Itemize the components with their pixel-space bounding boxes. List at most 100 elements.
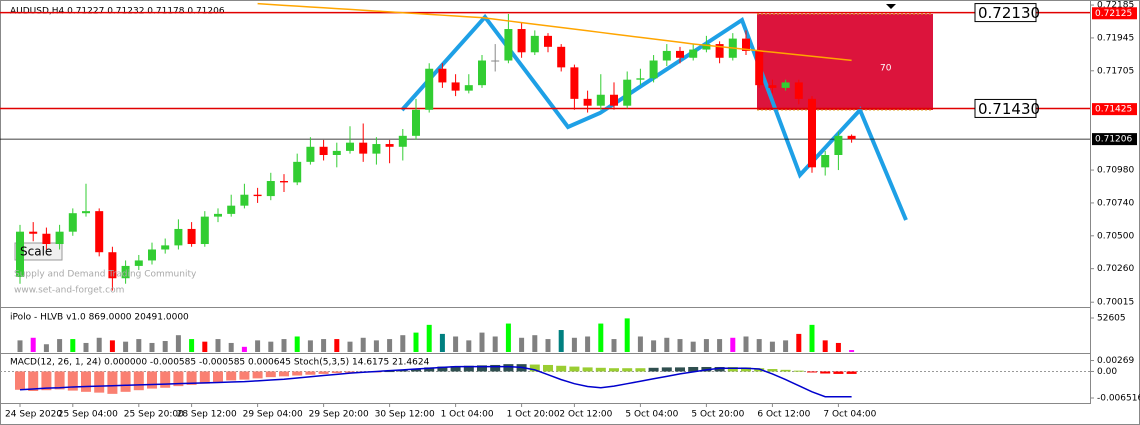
volume-bar xyxy=(70,339,76,352)
volume-bar xyxy=(136,339,142,352)
macd-bar xyxy=(477,365,487,372)
macd-bar xyxy=(331,371,342,374)
volume-bar xyxy=(466,340,472,352)
volume-bar xyxy=(532,335,538,352)
price-tag-label: 0.72125 xyxy=(1095,9,1132,19)
macd-bar xyxy=(239,371,250,380)
candle-body xyxy=(623,79,632,106)
volume-bar xyxy=(519,337,525,352)
macd-bar xyxy=(15,371,25,390)
candle-body xyxy=(451,82,460,91)
volume-bar xyxy=(505,323,511,352)
volume-bar xyxy=(426,324,432,352)
candle-body xyxy=(662,50,671,61)
x-tick-label: 25 Sep 20:00 xyxy=(124,410,184,420)
candle-body xyxy=(478,60,486,86)
macd-bar xyxy=(675,367,685,372)
candle-body xyxy=(398,135,407,147)
y-tick-label: -0.006516 xyxy=(1097,393,1140,403)
volume-bar xyxy=(598,323,604,352)
volume-bar xyxy=(783,340,789,352)
x-tick-label: 28 Sep 12:00 xyxy=(177,410,237,420)
candle-body xyxy=(121,265,130,279)
volume-bar xyxy=(822,340,828,352)
macd-bar xyxy=(160,371,171,388)
y-tick-label: 0.71945 xyxy=(1097,33,1134,43)
candle-body xyxy=(596,94,605,106)
candle-body xyxy=(148,249,156,261)
macd-bar xyxy=(635,368,646,372)
supply-zone xyxy=(757,14,933,110)
macd-bar xyxy=(727,366,738,372)
annotation: 70 xyxy=(880,64,892,74)
volume-bar xyxy=(175,335,181,352)
annotation: Supply and Demand Trading Community xyxy=(14,270,197,280)
macd-bar xyxy=(648,367,659,372)
x-tick-label: 1 Oct 04:00 xyxy=(441,410,494,420)
macd-bar xyxy=(252,371,263,379)
candle-body xyxy=(794,82,803,99)
volume-bar xyxy=(756,339,762,352)
annotation: www.set-and-forget.com xyxy=(14,286,124,296)
y-tick-label: 0.70260 xyxy=(1097,264,1134,274)
candle-body xyxy=(412,109,420,136)
candle-body xyxy=(306,146,315,162)
volume-bar xyxy=(149,342,155,352)
macd-bar xyxy=(780,369,791,372)
macd-bar xyxy=(305,371,316,375)
macd-bar xyxy=(622,368,633,372)
volume-bar xyxy=(651,340,657,352)
candle-body xyxy=(187,228,196,245)
y-tick-label: 0.70015 xyxy=(1097,298,1134,308)
candle-body xyxy=(280,181,288,183)
candle-body xyxy=(108,252,117,279)
candle-body xyxy=(253,194,262,197)
candle-body xyxy=(649,60,658,79)
volume-bar xyxy=(30,337,36,352)
macd-bar xyxy=(54,371,65,390)
x-tick-label: 5 Oct 20:00 xyxy=(691,410,744,420)
moving-average xyxy=(257,2,852,62)
macd-bar xyxy=(595,367,606,372)
price-tag-label: 0.71425 xyxy=(1095,105,1132,115)
candle-body xyxy=(504,29,513,61)
volume-bar xyxy=(96,337,102,352)
volume-bar xyxy=(453,336,459,352)
x-tick-label: 29 Sep 20:00 xyxy=(309,410,369,420)
volume-bar xyxy=(255,340,261,352)
macd-bar xyxy=(173,371,184,387)
zigzag-drawing xyxy=(400,13,908,221)
volume-bar xyxy=(57,339,63,352)
macd-bar xyxy=(120,371,131,392)
candle-body xyxy=(808,98,816,168)
volume-bar xyxy=(109,340,115,352)
candle-body xyxy=(16,231,24,277)
candle-body xyxy=(530,35,539,53)
macd-bar xyxy=(67,371,78,391)
macd-bar xyxy=(754,368,765,372)
macd-bar xyxy=(199,371,210,384)
macd-bar xyxy=(846,371,857,374)
price-tag xyxy=(1092,7,1137,20)
volume-bar xyxy=(611,339,617,352)
candle-body xyxy=(425,68,434,110)
volume-bar xyxy=(43,344,49,352)
x-tick-label: 29 Sep 04:00 xyxy=(243,410,303,420)
candle-body xyxy=(847,135,856,140)
shift-marker xyxy=(886,4,896,9)
candle-body xyxy=(544,35,552,47)
scale-button[interactable] xyxy=(14,242,63,261)
macd-bar xyxy=(820,371,831,374)
candle-body xyxy=(42,233,51,245)
macd-bar xyxy=(793,370,804,372)
price-tag-label: 0.71206 xyxy=(1095,135,1132,145)
x-tick-label: 7 Oct 04:00 xyxy=(823,410,876,420)
volume-bar xyxy=(321,339,327,352)
candle-body xyxy=(29,231,38,234)
candle-body xyxy=(781,82,790,88)
macd-bar xyxy=(411,369,421,372)
macd-bar xyxy=(265,371,276,378)
candle-body xyxy=(636,78,645,80)
y-tick-label: 52605 xyxy=(1097,314,1126,324)
